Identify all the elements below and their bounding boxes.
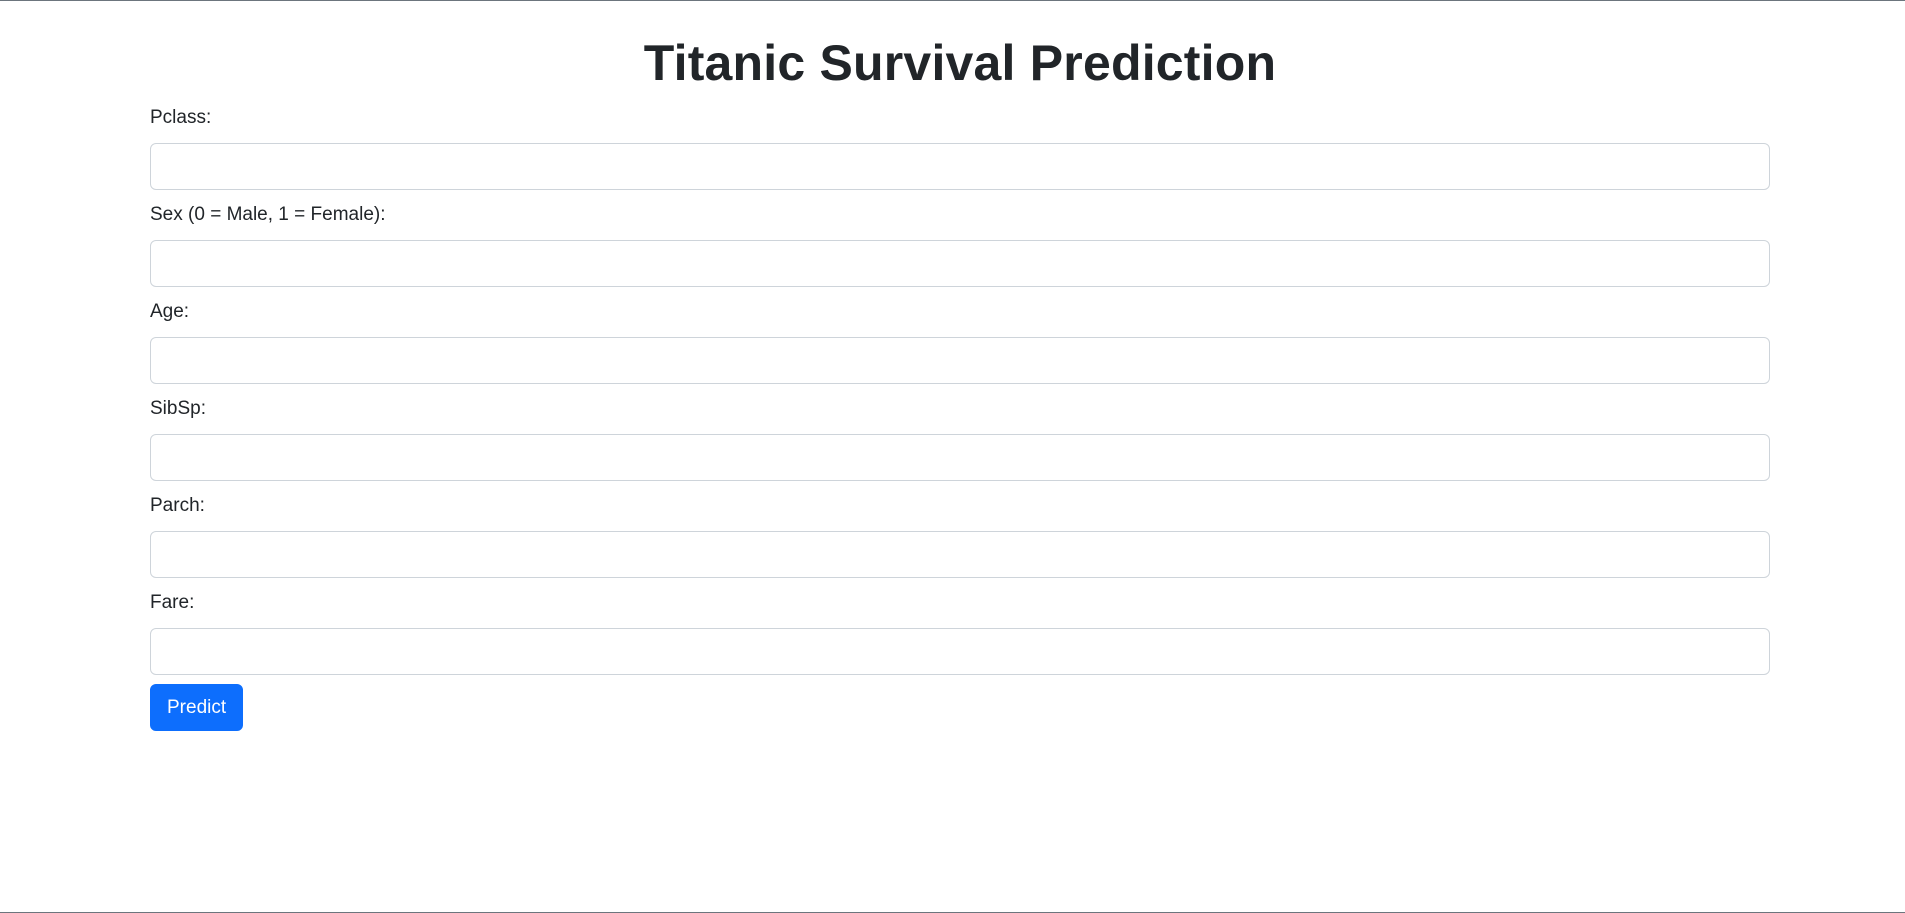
field-fare: Fare: — [150, 591, 1770, 675]
parch-label: Parch: — [150, 495, 205, 516]
page-title: Titanic Survival Prediction — [643, 35, 1277, 91]
sibsp-label: SibSp: — [150, 398, 206, 419]
field-pclass: Pclass: — [150, 106, 1770, 190]
pclass-input[interactable] — [150, 143, 1770, 190]
age-label: Age: — [150, 301, 190, 322]
sibsp-input[interactable] — [150, 434, 1770, 481]
sex-label: Sex (0 = Male, 1 = Female): — [150, 204, 386, 225]
sex-input[interactable] — [150, 240, 1770, 287]
fare-label: Fare: — [150, 592, 195, 613]
predict-button[interactable]: Predict — [150, 684, 244, 731]
parch-input[interactable] — [150, 531, 1770, 578]
age-input[interactable] — [150, 337, 1770, 384]
field-sibsp: SibSp: — [150, 397, 1770, 481]
field-sex: Sex (0 = Male, 1 = Female): — [150, 203, 1770, 287]
pclass-label: Pclass: — [150, 107, 212, 128]
fare-input[interactable] — [150, 628, 1770, 675]
field-parch: Parch: — [150, 494, 1770, 578]
field-age: Age: — [150, 300, 1770, 384]
